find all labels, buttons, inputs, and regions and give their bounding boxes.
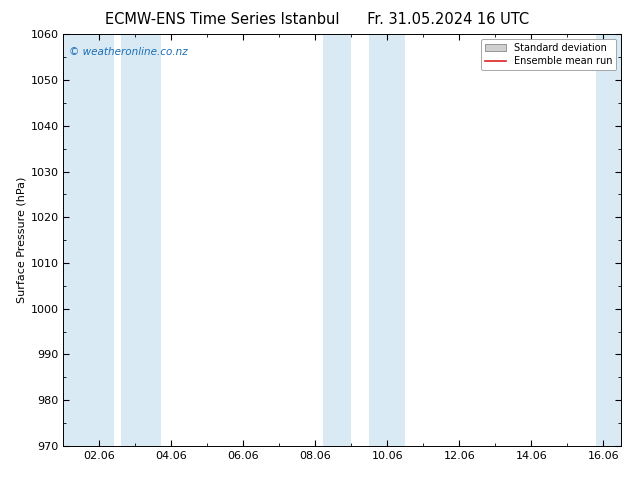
Bar: [370, 34, 405, 446]
Legend: Standard deviation, Ensemble mean run: Standard deviation, Ensemble mean run: [481, 39, 616, 70]
Bar: [121, 34, 160, 446]
Bar: [323, 34, 351, 446]
Y-axis label: Surface Pressure (hPa): Surface Pressure (hPa): [16, 177, 26, 303]
Text: © weatheronline.co.nz: © weatheronline.co.nz: [69, 47, 188, 57]
Text: ECMW-ENS Time Series Istanbul      Fr. 31.05.2024 16 UTC: ECMW-ENS Time Series Istanbul Fr. 31.05.…: [105, 12, 529, 27]
Bar: [63, 34, 113, 446]
Bar: [596, 34, 621, 446]
